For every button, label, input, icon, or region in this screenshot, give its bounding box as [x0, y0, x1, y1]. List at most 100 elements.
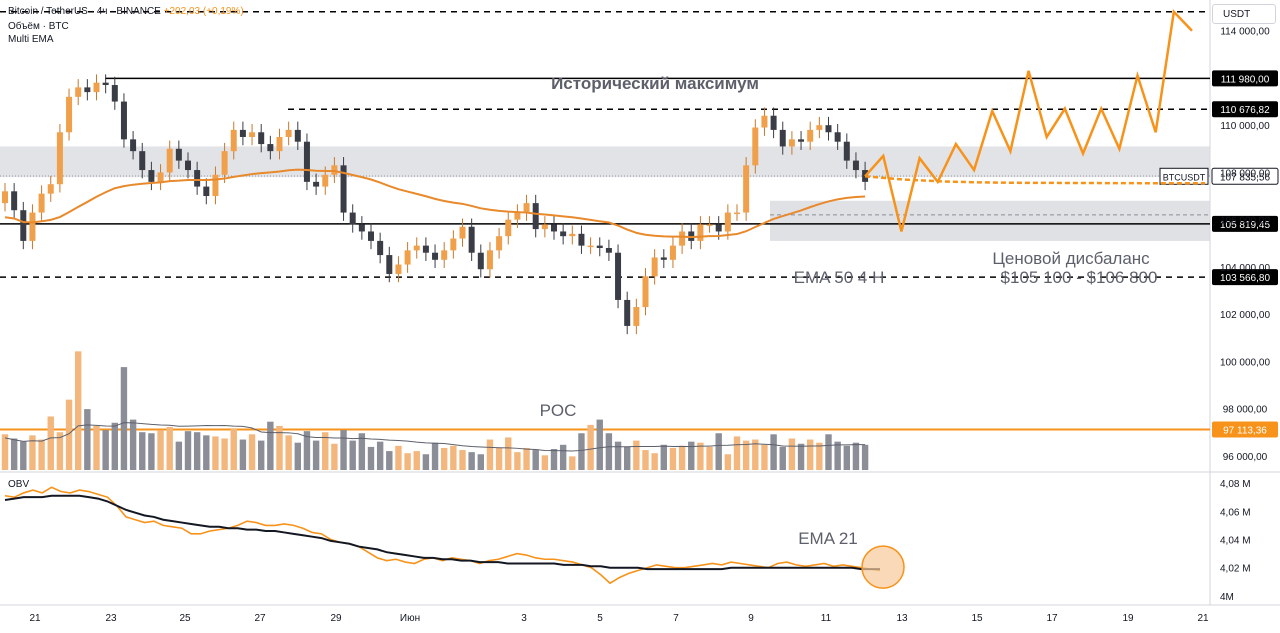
price-tick-label: 102 000,00	[1220, 310, 1270, 321]
level-price-badge	[1212, 70, 1278, 87]
candle-body	[679, 231, 686, 246]
volume-bar	[239, 439, 247, 470]
candle-body	[587, 245, 594, 248]
volume-bar	[450, 445, 457, 470]
ema50-annotation: EMA 50 4 H	[794, 268, 885, 287]
obv-tick-label: 4,04 M	[1220, 536, 1251, 547]
candle-body	[130, 139, 137, 152]
candle-body	[807, 129, 814, 142]
symbol-line[interactable]: Bitcoin / TetherUS · 4ч · BINANCE	[8, 6, 161, 17]
candle-body	[852, 160, 859, 171]
level-price-label: 111 980,00	[1221, 74, 1270, 85]
ema-indicator-label[interactable]: Multi EMA	[8, 34, 54, 45]
candle-body	[368, 231, 374, 241]
price-tick-label: 108 000,00	[1220, 168, 1270, 179]
volume-bar	[843, 445, 850, 470]
volume-bar	[742, 440, 750, 470]
volume-indicator-label[interactable]: Объём · BTC	[8, 21, 69, 32]
volume-bar	[47, 416, 54, 470]
volume-bar	[395, 445, 402, 470]
candle-body	[578, 233, 585, 246]
volume-bar	[587, 424, 594, 470]
candle-body	[239, 129, 246, 137]
candle-body	[93, 82, 100, 93]
volume-bar	[633, 440, 640, 470]
current-price-label: 107 835,56	[1220, 172, 1270, 183]
obv-indicator-label[interactable]: OBV	[8, 479, 30, 490]
volume-bar	[816, 442, 823, 470]
volume-bar	[376, 441, 384, 470]
candle-body	[413, 245, 420, 251]
volume-bar	[541, 455, 549, 470]
volume-bar	[861, 444, 869, 470]
volume-bar	[258, 440, 265, 470]
candle-body	[651, 257, 658, 277]
volume-bar	[102, 430, 109, 470]
candle-body	[84, 87, 91, 93]
volume-bar	[834, 441, 841, 470]
candles	[2, 74, 869, 335]
volume-bar	[203, 435, 210, 470]
candle-body	[29, 212, 36, 241]
annotations: Исторический максимум Ценовой дисбаланс …	[540, 74, 1158, 548]
candle-body	[834, 132, 841, 142]
obv-ema21-line	[4, 494, 880, 571]
candle-body	[697, 224, 704, 241]
candle-body	[294, 129, 301, 142]
currency-selector[interactable]: USDT	[1212, 4, 1276, 24]
volume-bar	[175, 441, 183, 470]
candle-body	[175, 148, 182, 161]
candle-body	[633, 307, 640, 326]
level-price-label: 110 676,82	[1220, 105, 1270, 116]
ema50-polyline	[4, 168, 866, 239]
volume-bar	[797, 443, 805, 470]
volume-bar	[724, 454, 732, 470]
time-tick-label: 9	[748, 613, 754, 624]
candle-body	[11, 191, 18, 211]
volume-bar	[807, 439, 814, 470]
candle-body	[2, 191, 8, 204]
candle-body	[340, 165, 347, 213]
obv-tick-label: 4M	[1220, 592, 1234, 603]
volume-bar	[386, 451, 393, 470]
axes: 96 000,00 98 000,00 100 000,00 102 000,00 10…	[29, 27, 1270, 624]
volume-bar	[230, 429, 237, 470]
candle-body	[441, 250, 448, 260]
volume-bar	[770, 434, 777, 470]
volume-bar	[468, 452, 475, 470]
candle-body	[47, 184, 54, 194]
volume-bar	[550, 449, 558, 470]
candle-body	[615, 252, 622, 300]
candle-body	[157, 172, 164, 182]
price-change: +202,03 (+0,19%)	[163, 6, 244, 17]
volume-bar	[532, 450, 539, 470]
volume-bar	[120, 367, 128, 470]
volume-bar	[614, 441, 622, 470]
candle-body	[706, 224, 713, 226]
forecast-polyline	[864, 9, 1193, 232]
candle-body	[825, 125, 832, 133]
volume-bar	[733, 436, 741, 470]
volume-bar	[184, 431, 192, 470]
level-price-label: 105 819,45	[1220, 220, 1270, 231]
candle-body	[514, 212, 521, 220]
obv-pane	[4, 486, 905, 589]
volume-bar	[697, 442, 704, 470]
volume-bar	[715, 433, 722, 470]
volume-bar	[221, 438, 228, 470]
candle-body	[551, 224, 557, 232]
obv-line	[4, 486, 881, 585]
volume-bar	[779, 446, 786, 470]
candle-body	[66, 96, 73, 133]
candle-body	[798, 139, 805, 142]
volume-bar	[495, 447, 503, 470]
price-tick-label: 106 000,00	[1220, 216, 1270, 227]
candle-body	[724, 212, 731, 232]
volume-bar	[559, 444, 567, 470]
candle-body	[743, 165, 750, 213]
candle-body	[505, 219, 512, 237]
volume-bar	[20, 441, 27, 470]
candle-body	[752, 127, 759, 166]
forecast-ema-dashed	[864, 175, 1205, 185]
